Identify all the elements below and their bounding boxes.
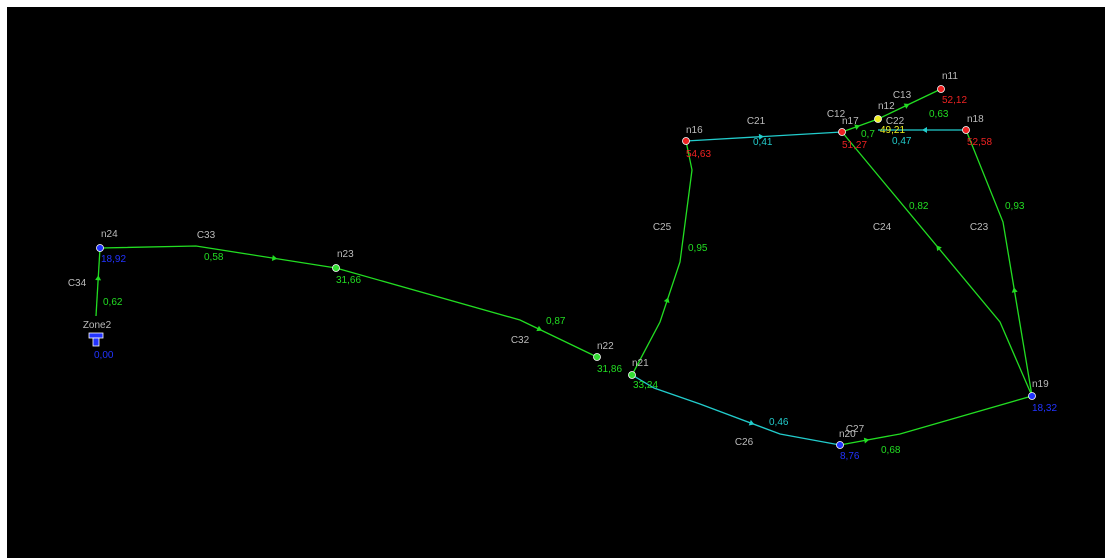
- pipe-name-label: C24: [873, 222, 892, 233]
- pipe-flow-label: 0,7: [861, 129, 875, 140]
- pipe-c26[interactable]: [631, 374, 841, 446]
- node-n23-marker[interactable]: [332, 264, 340, 272]
- pipe-name-label: C22: [886, 116, 905, 127]
- pipe-flow-label: 0,46: [769, 417, 789, 428]
- pipe-flow-label: 0,93: [1005, 201, 1025, 212]
- pipe-name-label: C25: [653, 222, 672, 233]
- flow-arrow-icon: [758, 133, 764, 140]
- network-canvas[interactable]: C34 0,62 C33 0,58 C32 0,87 C25 0,95 C21 0,41 C12 0,…: [7, 7, 1105, 558]
- flow-arrow-icon: [854, 124, 860, 131]
- pipe-c25[interactable]: [631, 140, 693, 376]
- pipe-name-label: C27: [846, 424, 865, 435]
- reservoir-value-label: 0,00: [94, 350, 114, 361]
- pipe-name-label: C23: [970, 222, 989, 233]
- pipe-flow-label: 0,41: [753, 137, 773, 148]
- pipe-c24[interactable]: [841, 131, 1033, 397]
- node-name-label: n20: [839, 429, 856, 440]
- pipe-name-label: C13: [893, 90, 912, 101]
- pipe-c32[interactable]: [335, 267, 598, 358]
- node-value-label: 31,66: [336, 275, 361, 286]
- node-name-label: n23: [337, 249, 354, 260]
- node-value-label: 8,76: [840, 451, 860, 462]
- network-map: C34 0,62 C33 0,58 C32 0,87 C25 0,95 C21 0,41 C12 0,…: [68, 71, 1058, 462]
- node-n17-marker[interactable]: [838, 128, 846, 136]
- pipe-flow-label: 0,58: [204, 252, 224, 263]
- pipe-name-label: C32: [511, 335, 530, 346]
- node-name-label: n12: [878, 101, 895, 112]
- node-value-label: 18,32: [1032, 403, 1057, 414]
- node-name-label: n24: [101, 229, 118, 240]
- node-value-label: 18,92: [101, 254, 126, 265]
- node-n18-marker[interactable]: [962, 126, 970, 134]
- node-n12-marker[interactable]: [874, 115, 882, 123]
- node-name-label: n21: [632, 358, 649, 369]
- node-n21-marker[interactable]: [628, 371, 636, 379]
- nodes-layer: [88, 85, 1036, 449]
- pipe-name-label: C12: [827, 109, 846, 120]
- pipe-flow-label: 0,95: [688, 243, 708, 254]
- reservoir-name-label: Zone2: [83, 320, 112, 331]
- pipe-flow-label: 0,62: [103, 297, 123, 308]
- node-value-label: 52,58: [967, 137, 992, 148]
- node-name-label: n22: [597, 341, 614, 352]
- node-value-label: 31,86: [597, 364, 622, 375]
- pipe-name-label: C34: [68, 278, 87, 289]
- flow-arrow-icon: [1011, 287, 1018, 293]
- flow-arrow-icon: [536, 325, 543, 332]
- node-n20-marker[interactable]: [836, 441, 844, 449]
- pipe-name-label: C33: [197, 230, 216, 241]
- flow-arrow-icon: [95, 275, 102, 281]
- node-value-label: 51,27: [842, 140, 867, 151]
- pipe-c33[interactable]: [99, 245, 337, 269]
- flow-arrow-icon: [936, 245, 942, 252]
- flow-arrow-icon: [863, 437, 870, 444]
- node-n16-marker[interactable]: [682, 137, 690, 145]
- node-name-label: n11: [942, 71, 958, 82]
- flow-arrow-icon: [903, 103, 910, 109]
- node-value-label: 52,12: [942, 95, 967, 106]
- pipe-c34[interactable]: [95, 247, 101, 317]
- node-value-label: 49,21: [880, 125, 905, 136]
- labels-layer: C34 0,62 C33 0,58 C32 0,87 C25 0,95 C21 0,41 C12 0,…: [68, 71, 1058, 462]
- reservoir-icon[interactable]: [88, 332, 104, 347]
- arrows-layer: [95, 103, 1018, 444]
- node-name-label: n19: [1032, 379, 1049, 390]
- pipe-flow-label: 0,82: [909, 201, 929, 212]
- pipe-c27[interactable]: [839, 395, 1033, 446]
- node-name-label: n17: [842, 116, 859, 127]
- node-name-label: n18: [967, 114, 984, 125]
- pipe-name-label: C26: [735, 437, 754, 448]
- node-name-label: n16: [686, 125, 703, 136]
- pipe-flow-label: 0,68: [881, 445, 901, 456]
- pipe-flow-label: 0,47: [892, 136, 912, 147]
- flow-arrow-icon: [663, 297, 670, 304]
- node-n11-marker[interactable]: [937, 85, 945, 93]
- node-n22-marker[interactable]: [593, 353, 601, 361]
- node-value-label: 54,63: [686, 149, 711, 160]
- node-value-label: 33,24: [633, 380, 658, 391]
- pipe-c23[interactable]: [965, 129, 1033, 397]
- flow-arrow-icon: [748, 419, 755, 426]
- node-n24-marker[interactable]: [96, 244, 104, 252]
- flow-arrow-icon: [922, 127, 927, 133]
- pipe-name-label: C21: [747, 116, 766, 127]
- pipe-flow-label: 0,87: [546, 316, 566, 327]
- node-n19-marker[interactable]: [1028, 392, 1036, 400]
- flow-arrow-icon: [271, 255, 278, 261]
- pipe-flow-label: 0,63: [929, 109, 949, 120]
